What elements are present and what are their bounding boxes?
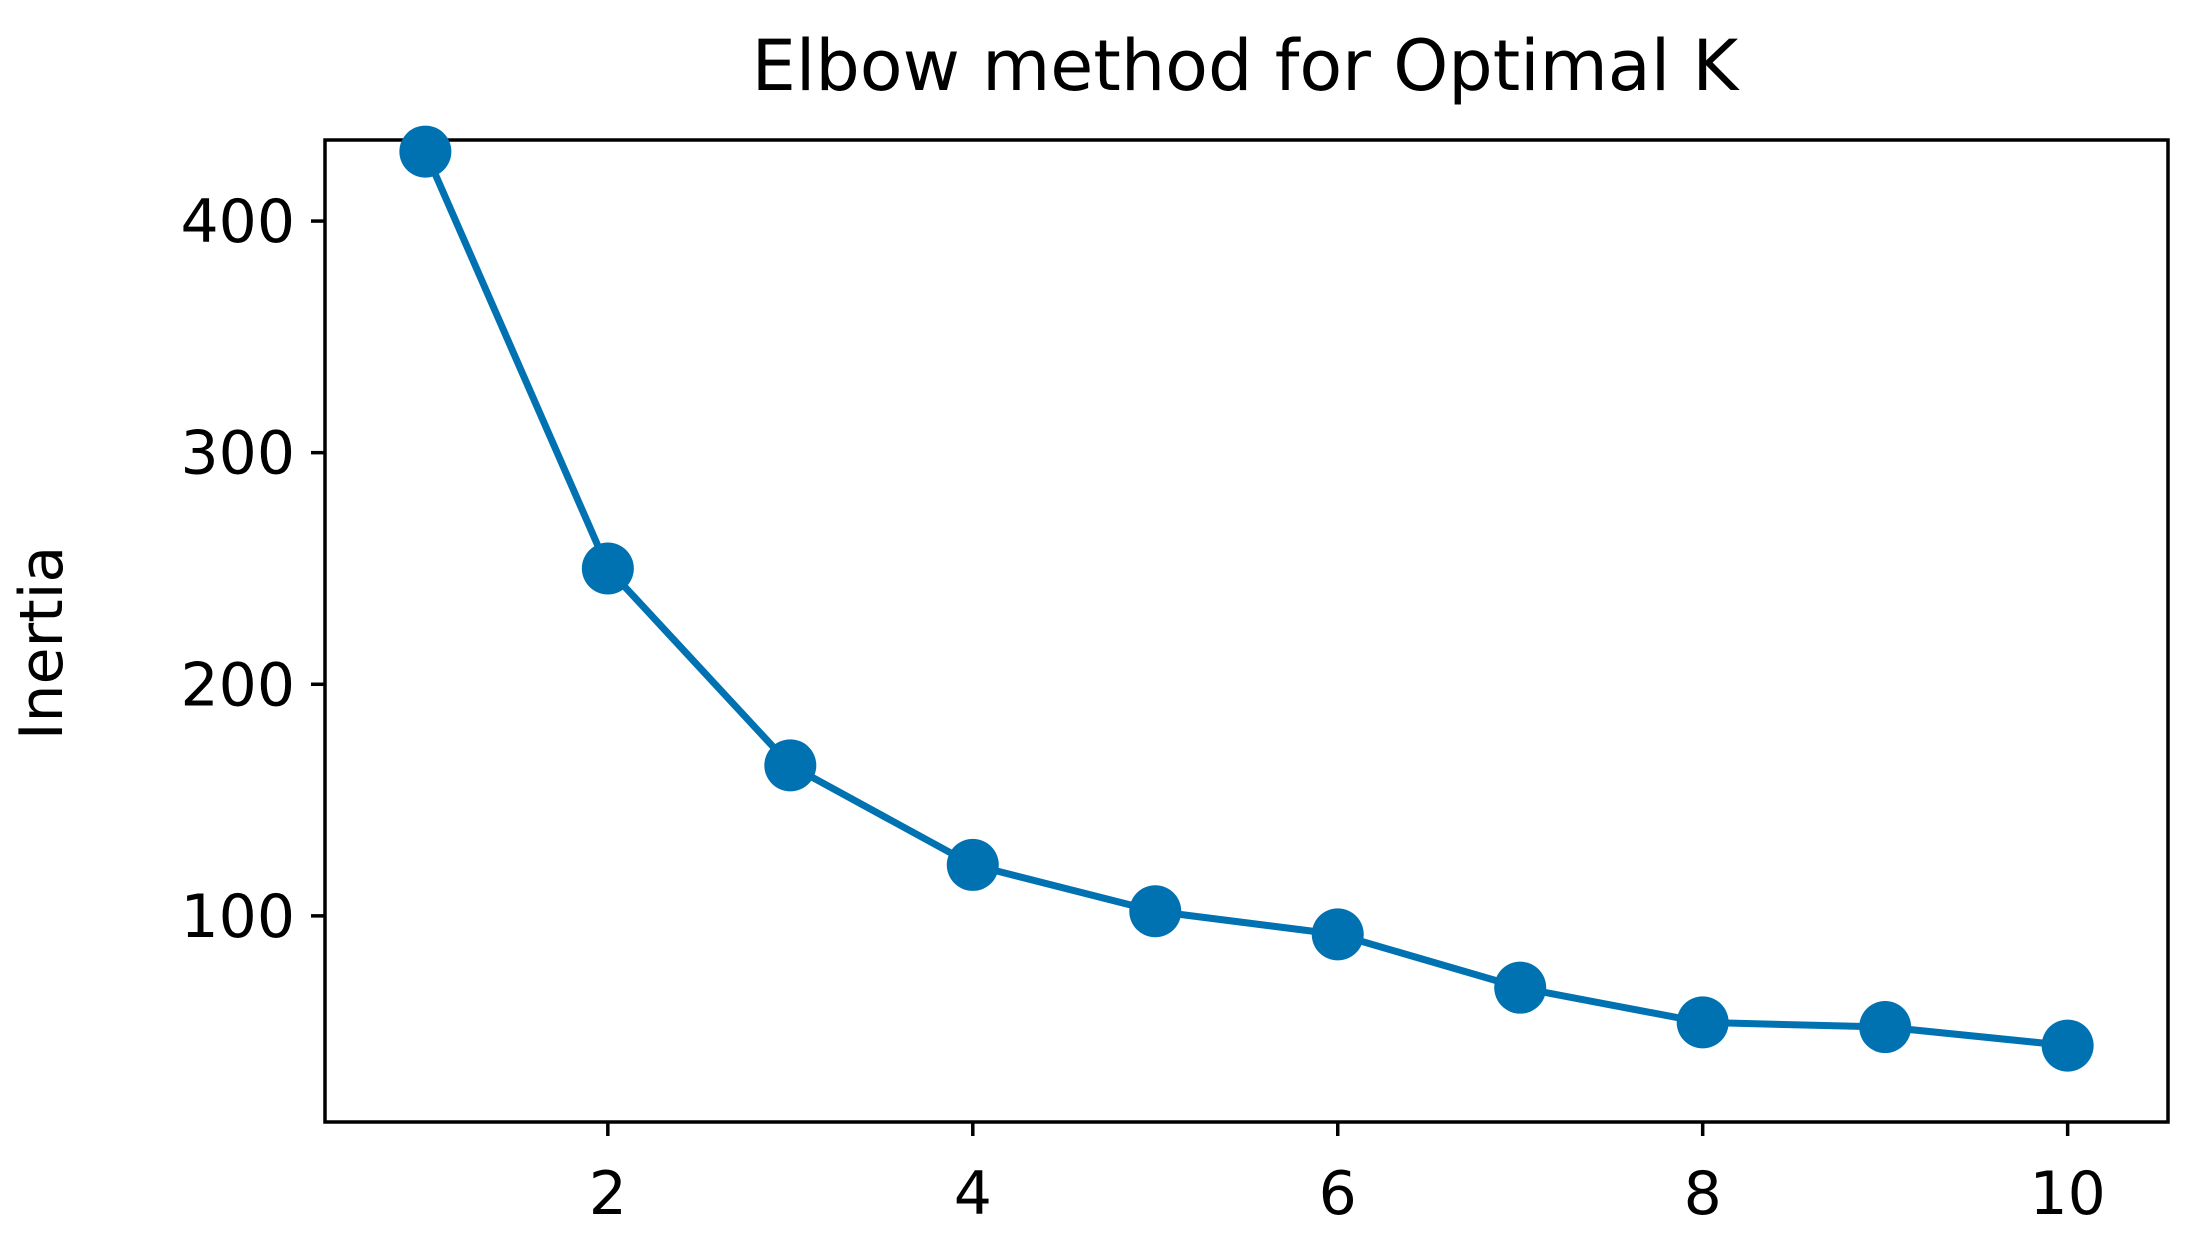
y-axis-label: Inertia xyxy=(7,546,77,740)
axes-frame xyxy=(323,138,2170,1124)
x-tick-label-10: 10 xyxy=(2029,1159,2105,1229)
data-point-k4 xyxy=(946,838,999,891)
y-tick-label-400: 400 xyxy=(180,187,295,257)
y-tick-label-100: 100 xyxy=(180,882,295,952)
data-point-k3 xyxy=(764,739,817,792)
data-point-k6 xyxy=(1311,908,1364,961)
data-point-k10 xyxy=(2041,1019,2094,1072)
x-tick-label-6: 6 xyxy=(1319,1159,1357,1229)
x-tick-label-2: 2 xyxy=(589,1159,627,1229)
plot-area: 2 4 6 8 10 100 200 300 400 xyxy=(180,125,2170,1229)
x-tick-label-4: 4 xyxy=(954,1159,992,1229)
y-tick-label-200: 200 xyxy=(180,650,295,720)
chart-title: Elbow method for Optimal K xyxy=(752,25,1741,107)
data-point-k8 xyxy=(1676,996,1729,1049)
data-point-k1 xyxy=(399,125,452,178)
data-point-k9 xyxy=(1859,1001,1912,1054)
x-tick-label-8: 8 xyxy=(1684,1159,1722,1229)
data-point-k5 xyxy=(1129,885,1182,938)
data-point-k2 xyxy=(581,542,634,595)
series-line-0 xyxy=(421,148,2072,1050)
y-tick-label-300: 300 xyxy=(180,419,295,489)
data-point-k7 xyxy=(1494,961,1547,1014)
